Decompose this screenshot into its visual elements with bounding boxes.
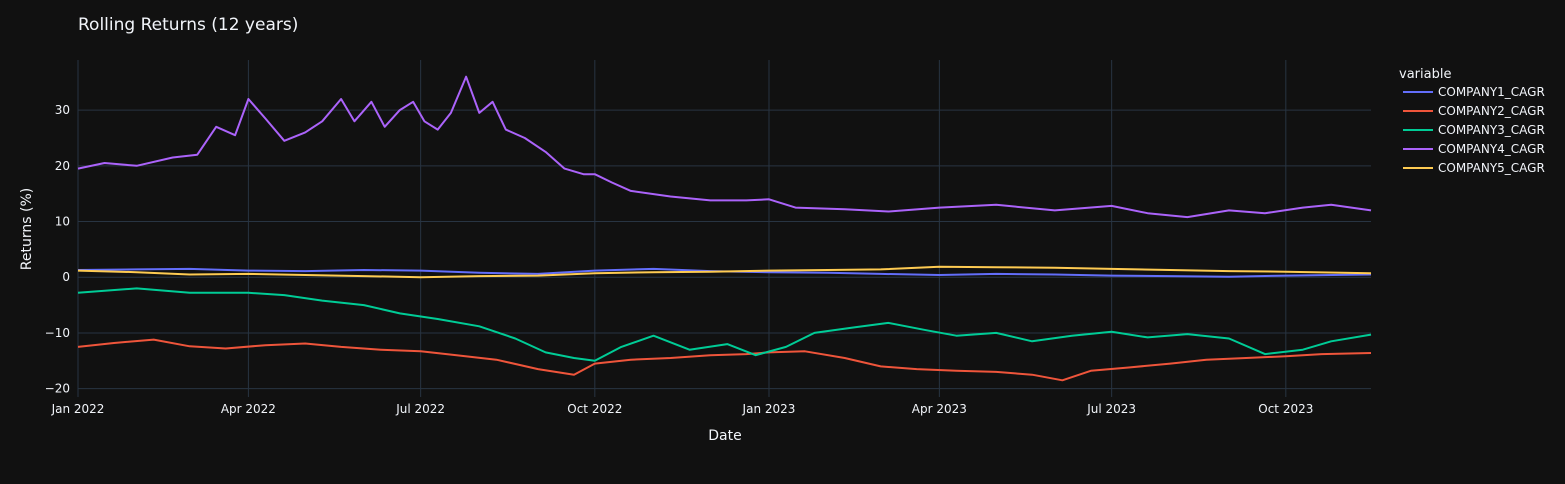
series-line-company4_cagr bbox=[77, 75, 1372, 219]
x-tick-label: Jan 2022 bbox=[51, 402, 105, 416]
x-tick-label: Oct 2023 bbox=[1258, 402, 1313, 416]
chart-title: Rolling Returns (12 years) bbox=[78, 15, 298, 35]
series-lines bbox=[77, 75, 1372, 382]
x-axis-label: Date bbox=[708, 428, 741, 444]
y-tick-label: 10 bbox=[55, 215, 70, 229]
x-tick-label: Apr 2023 bbox=[912, 402, 967, 416]
axes: −20 −10 0 10 20 30 Jan 2022 Apr 2022 Jul 2022 Oct… bbox=[45, 103, 1314, 416]
legend-label: COMPANY3_CAGR bbox=[1438, 123, 1545, 137]
x-tick-label: Oct 2022 bbox=[567, 402, 622, 416]
legend-label: COMPANY4_CAGR bbox=[1438, 142, 1545, 156]
legend-title: variable bbox=[1399, 67, 1451, 82]
legend-label: COMPANY1_CAGR bbox=[1438, 85, 1545, 99]
y-tick-label: 30 bbox=[55, 103, 70, 117]
legend-item[interactable]: COMPANY2_CAGR bbox=[1403, 104, 1545, 118]
y-tick-label: 20 bbox=[55, 159, 70, 173]
y-tick-label: 0 bbox=[62, 270, 70, 284]
legend-label: COMPANY5_CAGR bbox=[1438, 161, 1545, 175]
x-tick-label: Apr 2022 bbox=[221, 402, 276, 416]
legend-label: COMPANY2_CAGR bbox=[1438, 104, 1545, 118]
series-line-company3_cagr bbox=[77, 287, 1372, 362]
legend-item[interactable]: COMPANY5_CAGR bbox=[1403, 161, 1545, 175]
x-tick-label: Jan 2023 bbox=[742, 402, 796, 416]
series-line-company5_cagr bbox=[77, 265, 1372, 279]
legend: variable COMPANY1_CAGR COMPANY2_CAGR COMPA… bbox=[1399, 67, 1545, 175]
x-tick-label: Jul 2023 bbox=[1086, 402, 1136, 416]
series-line-company2_cagr bbox=[77, 338, 1372, 382]
legend-item[interactable]: COMPANY4_CAGR bbox=[1403, 142, 1545, 156]
legend-item[interactable]: COMPANY1_CAGR bbox=[1403, 85, 1545, 99]
y-tick-label: −20 bbox=[45, 382, 70, 396]
legend-item[interactable]: COMPANY3_CAGR bbox=[1403, 123, 1545, 137]
x-tick-label: Jul 2022 bbox=[395, 402, 445, 416]
y-tick-label: −10 bbox=[45, 326, 70, 340]
gridlines bbox=[77, 60, 1371, 397]
y-axis-label: Returns (%) bbox=[19, 188, 35, 270]
